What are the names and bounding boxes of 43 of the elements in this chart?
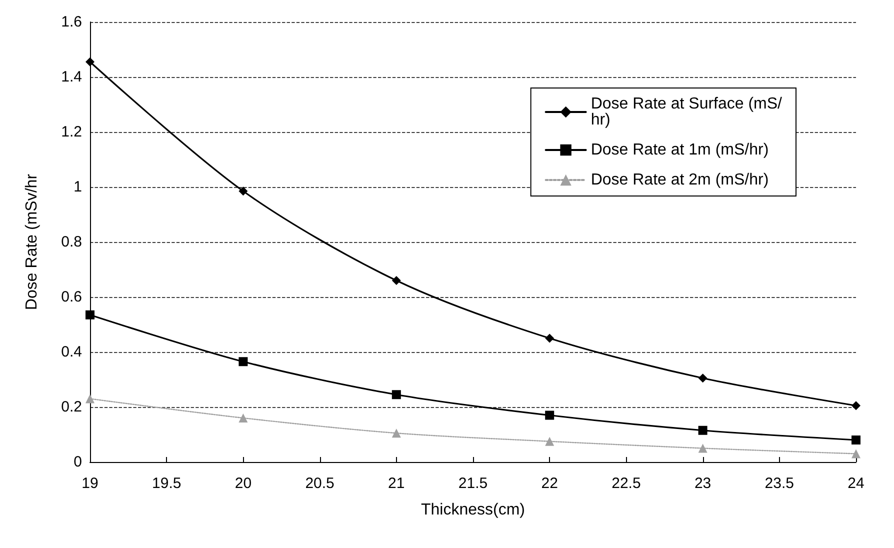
point (86, 310, 94, 320)
y-tick-label: 0.8 (61, 234, 82, 250)
point (852, 436, 860, 444)
point (238, 414, 248, 422)
x-axis-title: Thickness(cm) (420, 502, 526, 518)
y-tick-label: 1.4 (61, 68, 82, 86)
y-tick-label: 0.6 (61, 288, 82, 306)
point (392, 276, 401, 285)
point (86, 57, 94, 66)
point (392, 390, 401, 400)
point (545, 436, 554, 446)
point (238, 186, 248, 196)
y-tick-label: 0.2 (61, 398, 82, 416)
point (698, 374, 708, 383)
x-tick-label: 22.5 (612, 475, 641, 492)
x-tick-label: 21 (388, 475, 405, 492)
x-tick-label: 24 (848, 475, 864, 492)
y-tick-label: 1.2 (61, 124, 82, 140)
x-tick-label: 20 (234, 475, 252, 492)
x-tick-label: 21.5 (458, 475, 488, 492)
x-tick-label: 23 (694, 475, 712, 492)
point (545, 334, 554, 343)
x-tick-label: 20.5 (305, 475, 334, 492)
y-tick-label: 0.4 (61, 344, 82, 360)
point (852, 401, 860, 410)
point (698, 444, 708, 453)
legend-label: Dose Rate at 1m (mS/hr) (590, 142, 769, 158)
point (852, 449, 860, 458)
legend-label: Dose Rate at 2m (mS/hr) (590, 172, 769, 188)
legend-label: Dose Rate at Surface (mS/hr) (590, 96, 783, 128)
point (698, 426, 708, 435)
x-tick-label: 23.5 (764, 475, 794, 492)
y-tick-label: 0 (74, 454, 82, 470)
point (545, 410, 554, 420)
point (86, 394, 94, 404)
y-tick-label: 1.6 (61, 14, 82, 30)
x-tick-label: 22 (541, 475, 558, 492)
point (392, 428, 401, 438)
x-tick-label: 19.5 (152, 475, 182, 492)
y-tick-label: 1 (74, 178, 82, 196)
point (238, 357, 248, 366)
y-axis-title: Dose Rate (mSv/hr (24, 173, 40, 310)
x-tick-label: 19 (82, 475, 98, 492)
